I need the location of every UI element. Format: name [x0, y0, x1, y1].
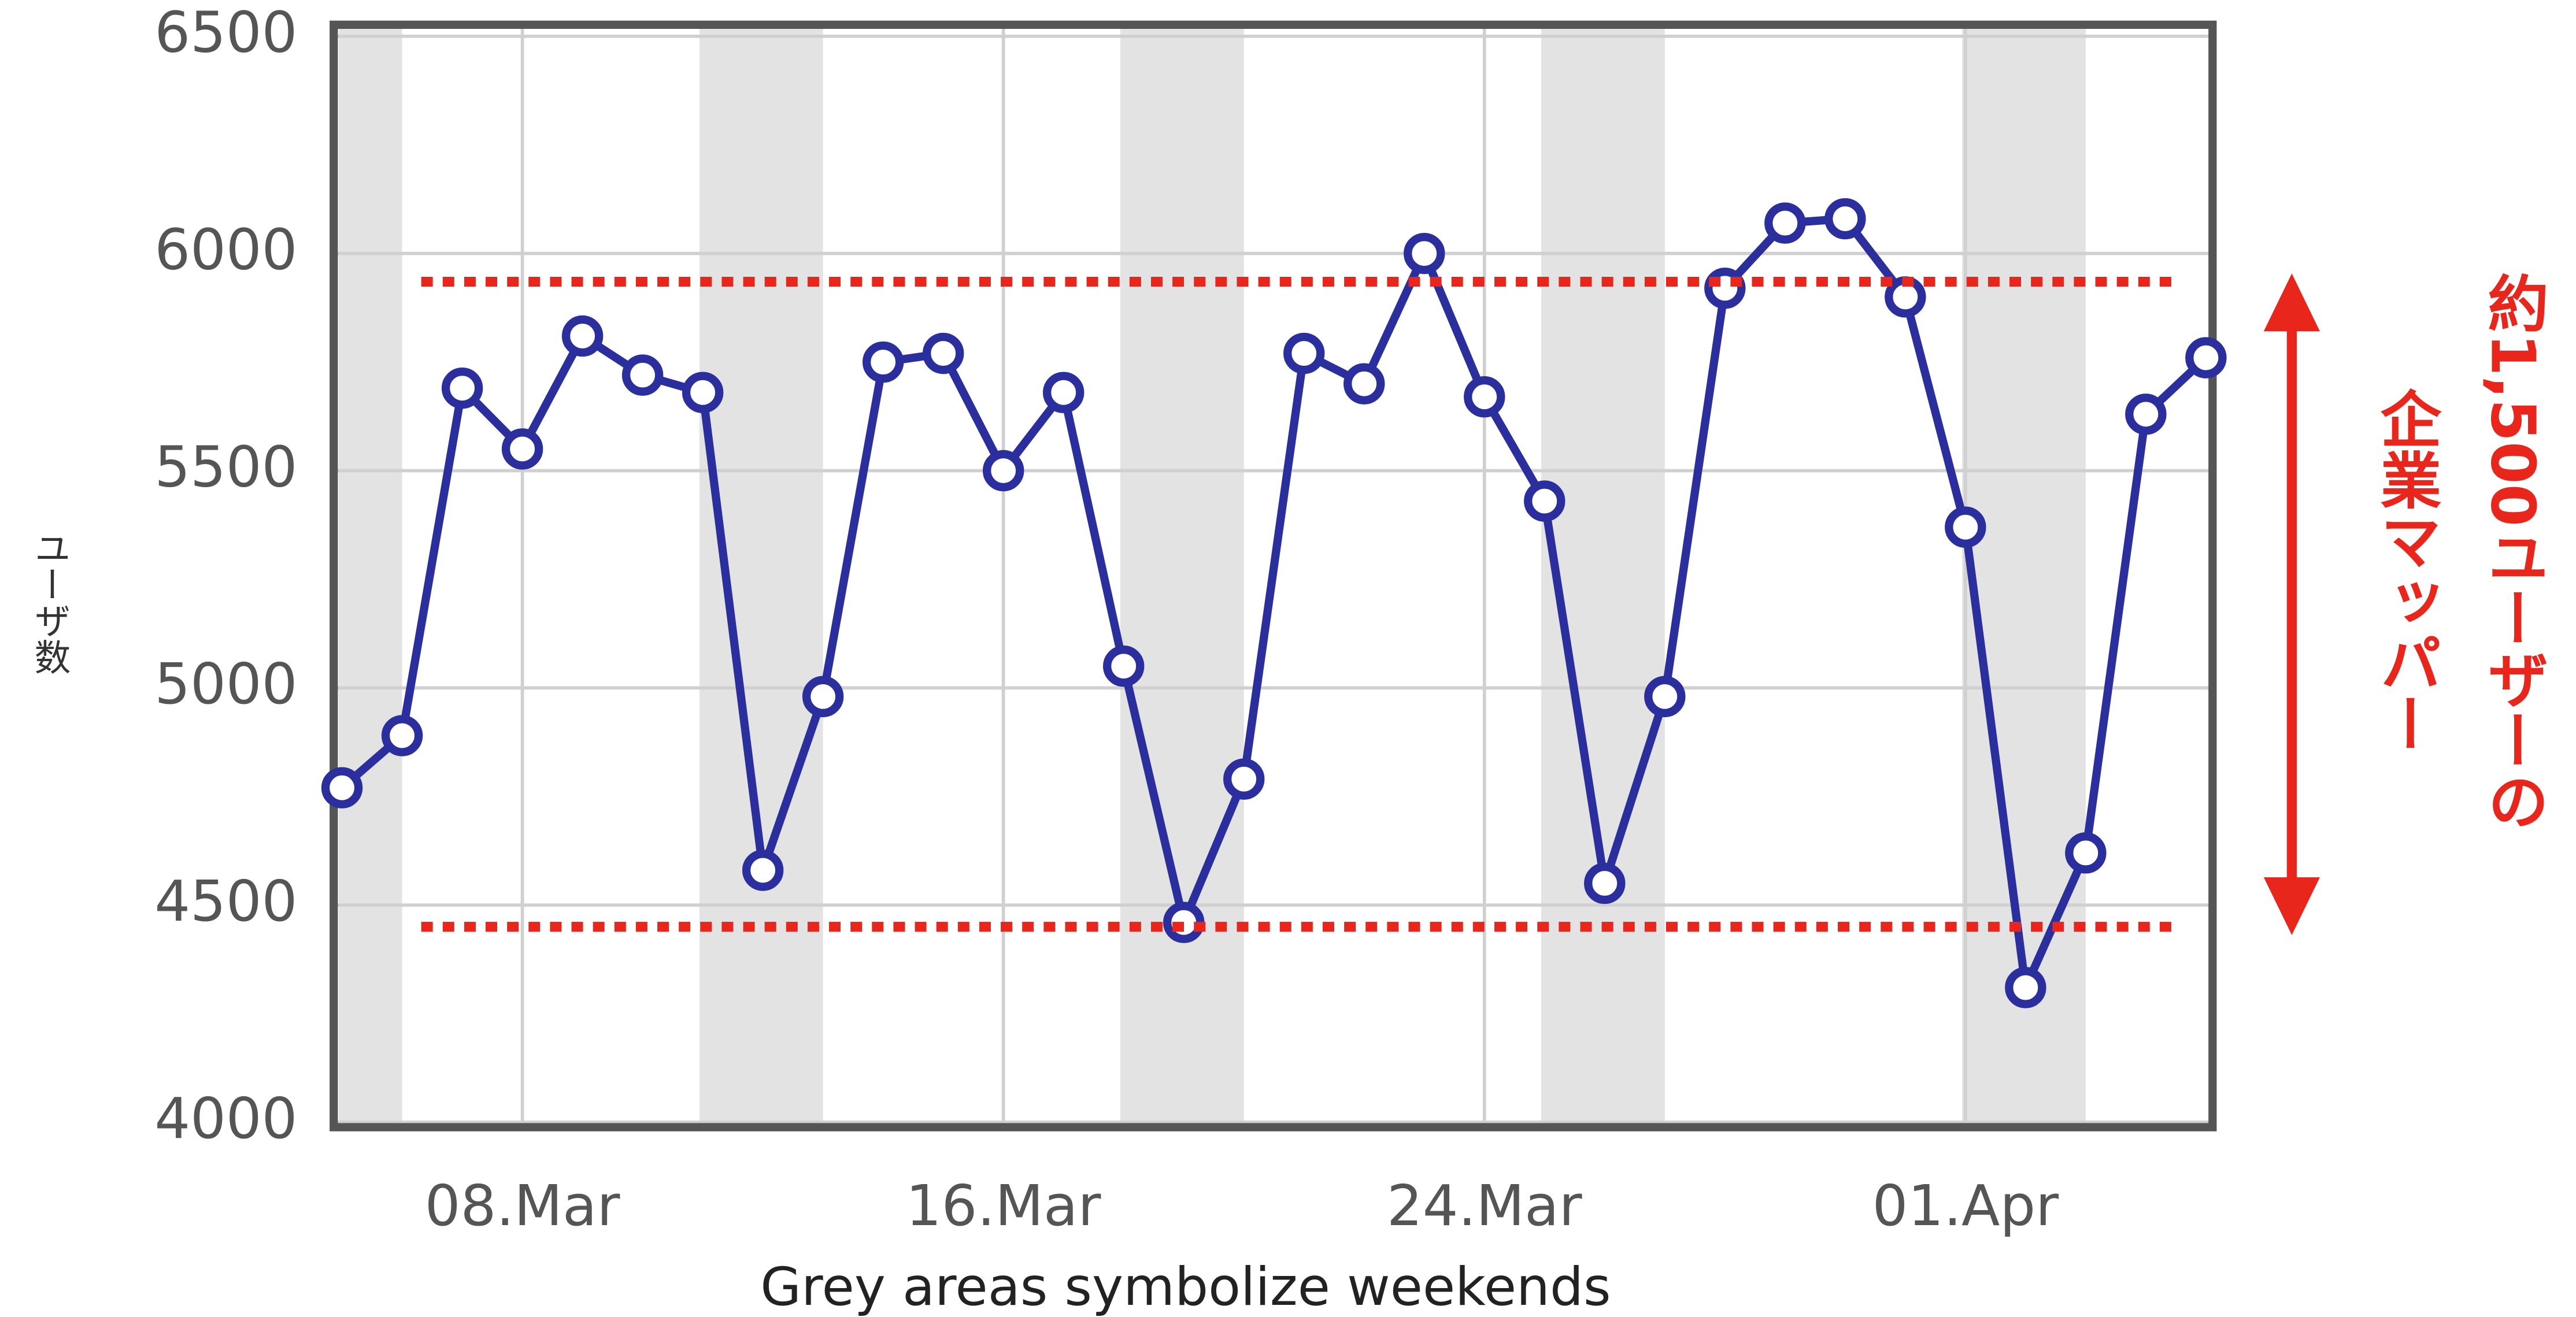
- x-tick-label: 01.Apr: [1872, 1173, 2059, 1238]
- data-point: [922, 332, 964, 374]
- data-point: [321, 767, 363, 808]
- data-point: [862, 341, 904, 383]
- data-point: [1103, 645, 1145, 687]
- weekend-band: [338, 24, 402, 1127]
- y-tick-label: 5500: [154, 434, 297, 499]
- x-tick-label: 24.Mar: [1387, 1173, 1582, 1238]
- data-point: [1524, 480, 1565, 522]
- data-point: [561, 315, 604, 357]
- data-point: [1764, 202, 1806, 244]
- y-tick-label: 4500: [154, 869, 297, 934]
- data-point: [2005, 967, 2046, 1008]
- weekend-band: [1120, 24, 1244, 1127]
- data-point: [441, 367, 483, 409]
- data-point: [1343, 363, 1385, 405]
- data-point: [1042, 372, 1085, 413]
- data-point: [2125, 394, 2167, 435]
- annotation: 企業マッパー: [2370, 388, 2441, 754]
- y-axis-label: ユーザ数: [29, 530, 71, 675]
- data-point: [802, 676, 844, 718]
- data-point: [2065, 832, 2107, 874]
- data-point: [1283, 332, 1325, 374]
- annotation: 約1,500ユーザーの: [2478, 272, 2549, 832]
- data-point: [982, 450, 1024, 492]
- plot-frame: [330, 20, 2217, 1131]
- data-point: [1704, 268, 1746, 309]
- weekend-band: [1541, 24, 1665, 1127]
- y-tick-label: 4000: [154, 1086, 297, 1151]
- data-point: [381, 715, 423, 756]
- arrow-head: [2263, 877, 2320, 936]
- data-point: [1464, 376, 1505, 418]
- data-point: [1223, 758, 1265, 800]
- data-point: [682, 372, 724, 413]
- x-tick-label: 16.Mar: [906, 1173, 1101, 1238]
- data-point: [1584, 862, 1626, 904]
- y-tick-label: 6000: [154, 217, 297, 283]
- data-point: [2185, 337, 2227, 379]
- data-point: [1404, 232, 1445, 274]
- x-axis-label: Grey areas symbolize weekends: [760, 1256, 1611, 1317]
- x-tick-label: 08.Mar: [425, 1173, 620, 1238]
- y-tick-label: 5000: [154, 651, 297, 717]
- weekend-band: [699, 24, 823, 1127]
- data-point: [1644, 676, 1686, 718]
- data-point: [742, 849, 784, 891]
- y-tick-label: 6500: [154, 0, 297, 65]
- data-point: [501, 428, 543, 470]
- arrow-head: [2263, 273, 2320, 332]
- data-point: [1824, 198, 1866, 240]
- data-point: [621, 354, 664, 396]
- data-point: [1945, 506, 1986, 548]
